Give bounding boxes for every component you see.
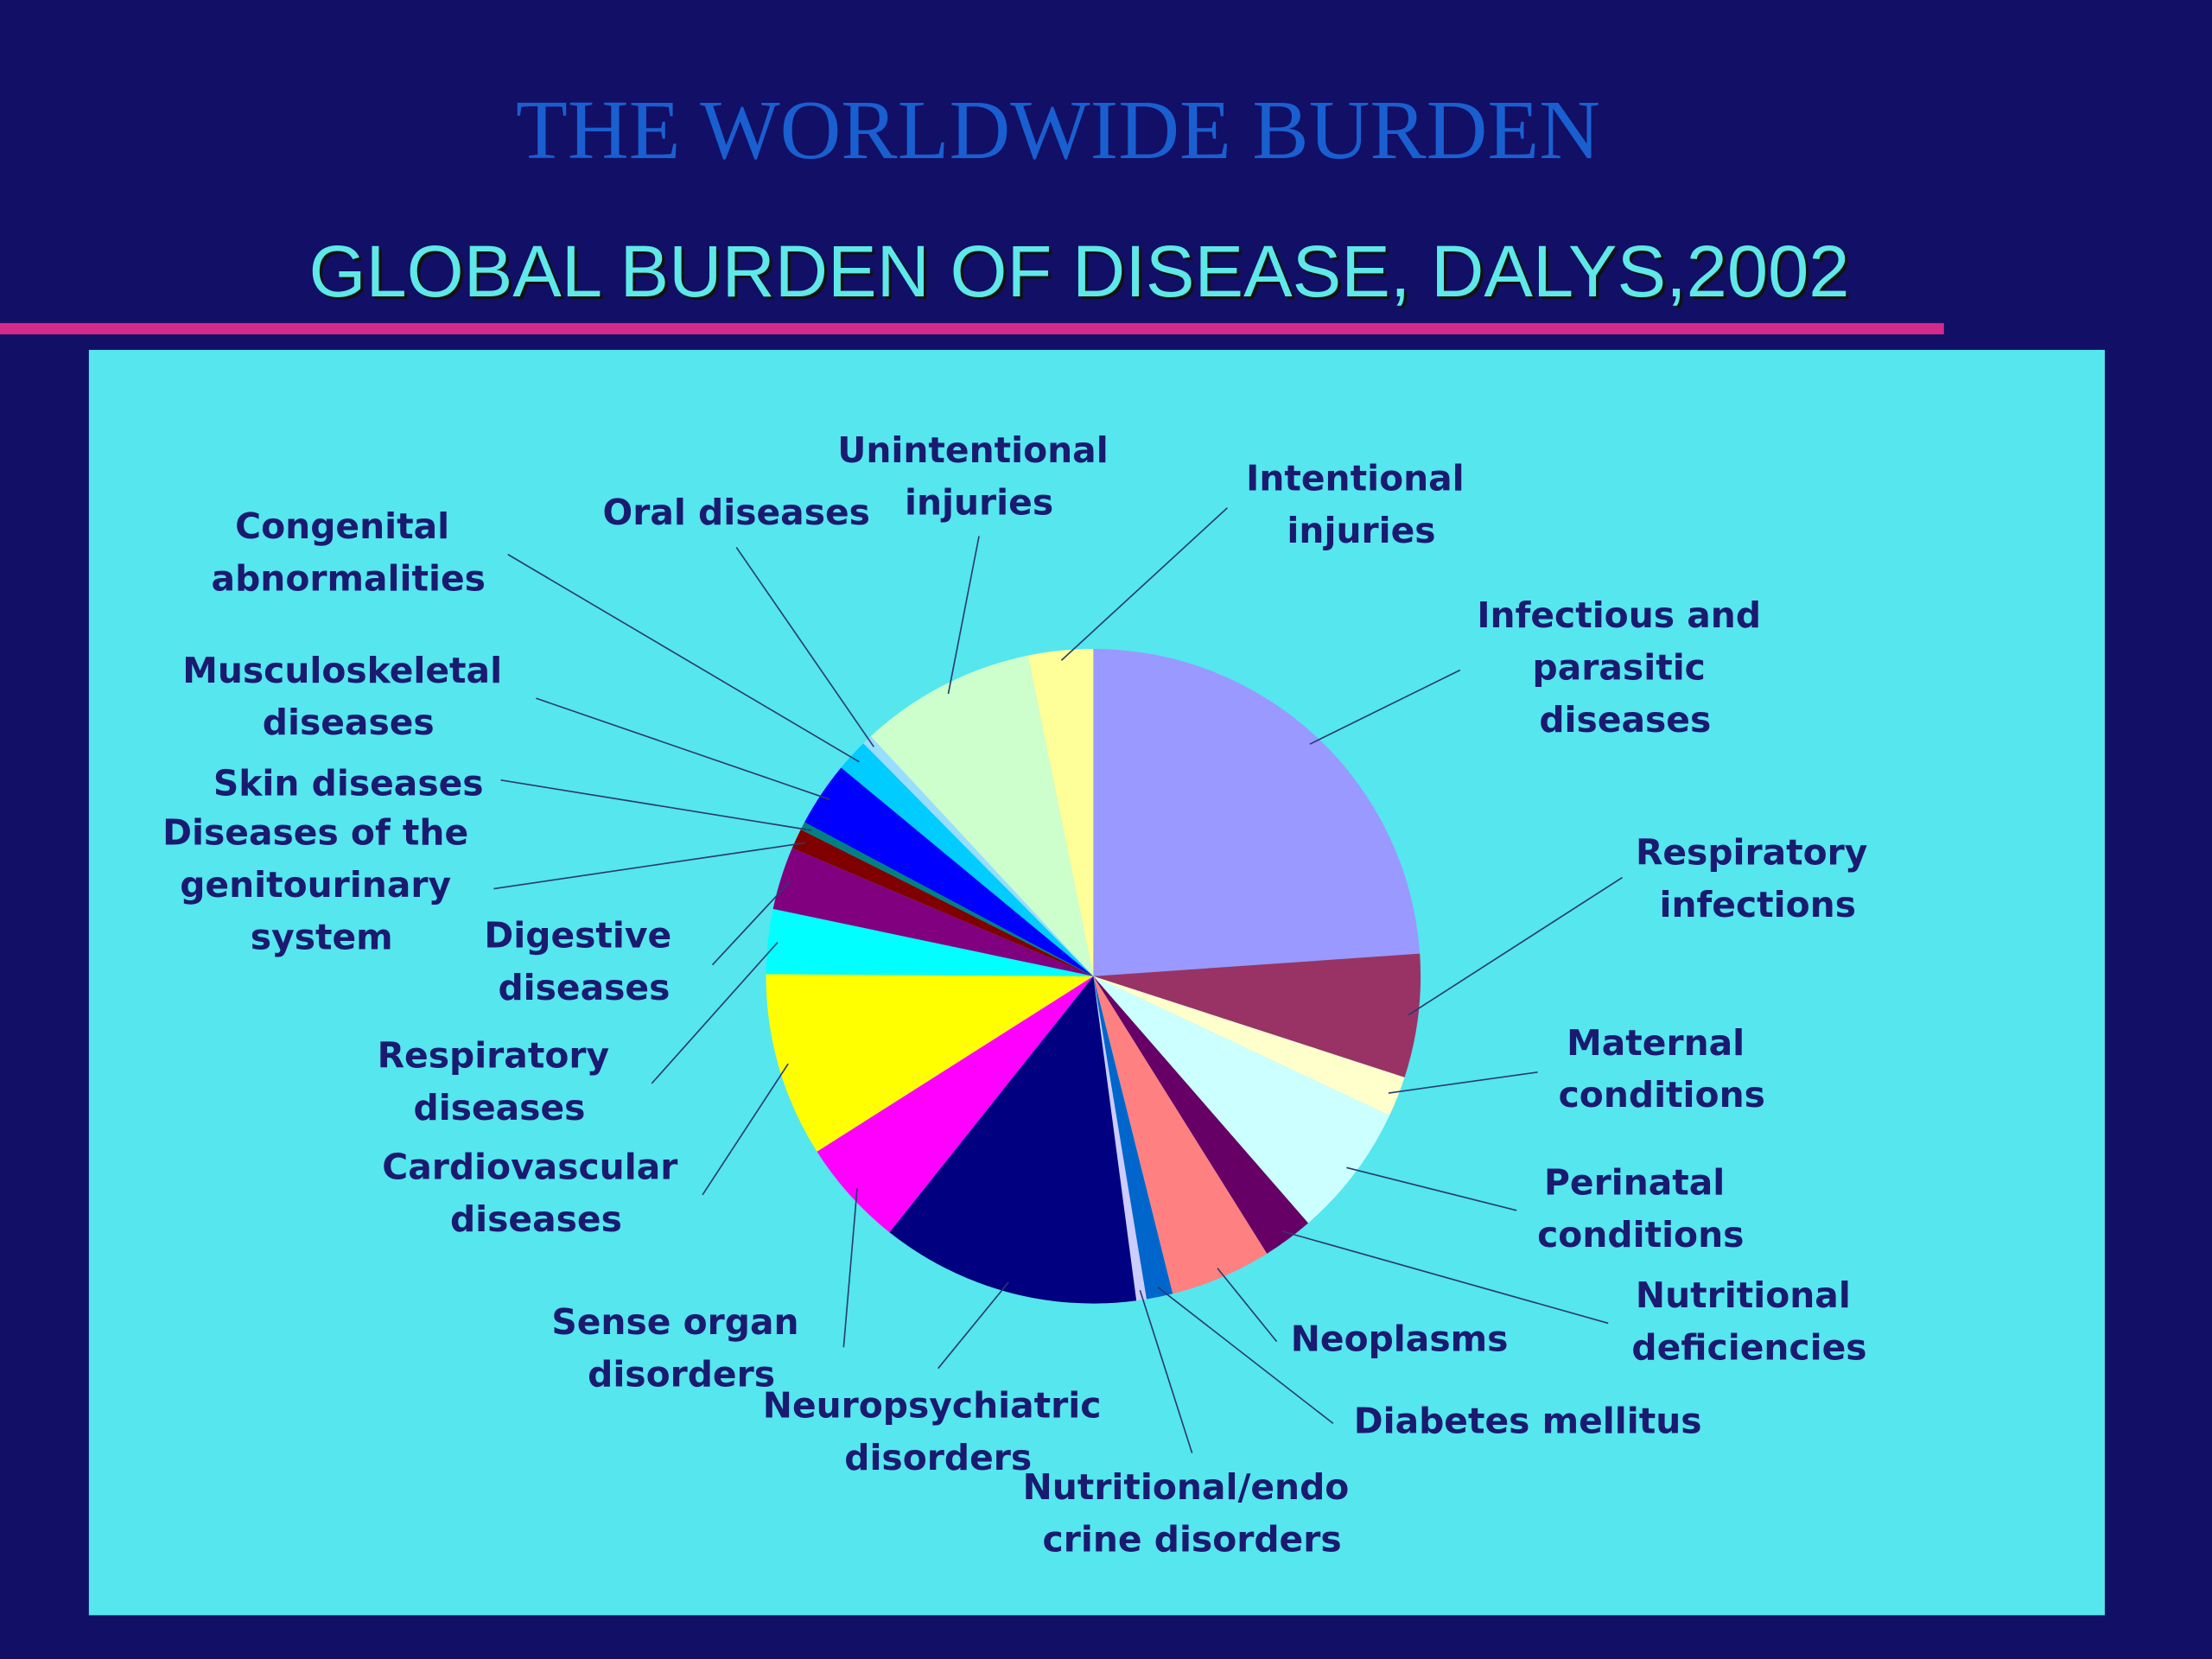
leader-line [1217,1268,1278,1343]
slice-label: Respiratory diseases [378,1034,622,1128]
pie-slice [841,743,1094,976]
slice-label: Diseases of the genitourinary system [162,812,480,958]
pie-slice [804,767,1094,976]
pie-slice [1093,953,1421,1077]
leader-line [493,842,806,890]
slice-label: Infectious and parasitic diseases [1477,594,1773,741]
slice-label: Skin diseases [213,762,484,804]
leader-line [938,1281,1009,1370]
slice-label: Nutritional/endo crine disorders [1023,1466,1362,1560]
leader-line [1157,1286,1334,1424]
slice-label: Nutritional deficiencies [1631,1274,1866,1368]
leader-line [1309,669,1461,745]
leader-line [702,1063,789,1196]
pie-slice [1093,976,1173,1300]
pie-slice [889,976,1137,1304]
pie-slice [766,908,1094,976]
slice-label: Neoplasms [1291,1319,1509,1360]
leader-line [507,553,860,763]
divider [0,322,1944,334]
pie-slice [817,976,1094,1233]
slice-label: Digestive diseases [484,915,683,1008]
chart-title: GLOBAL BURDEN OF DISEASE, DALYS,2002 [308,230,1849,312]
slice-label: Cardiovascular diseases [382,1146,690,1239]
leader-line [536,697,830,800]
leader-line [1408,876,1623,1016]
leader-line [735,547,874,747]
slice-label: Perinatal conditions [1537,1161,1744,1255]
slice-label: Neuropsychiatric disorders [763,1384,1114,1478]
leader-line [1060,507,1228,661]
pie: Infectious and parasitic diseases Respira… [162,429,1879,1560]
slice-label: Congenital abnormalities [212,505,486,599]
pie-slice [1093,976,1405,1116]
pie-slice [1027,649,1094,976]
slice-label: Intentional injuries [1246,458,1477,551]
pie-slice [1093,976,1390,1224]
slice-label: Diabetes mellitus [1354,1400,1702,1441]
slice-label: Oral diseases [603,492,870,533]
leader-line [947,536,980,695]
pie-slice [800,822,1094,976]
leader-line [1281,1230,1609,1325]
slice-label: Sense organ disorders [551,1301,810,1395]
slice-label: Musculoskeletal diseases [182,650,514,743]
leader-line [651,942,779,1084]
slice-label: Unintentional injuries [837,429,1121,523]
leader-line [500,779,812,831]
slice-label: Maternal conditions [1559,1022,1765,1116]
pie-slice [1093,976,1268,1294]
pie-slice [766,974,1094,1152]
pie-slice [870,655,1094,976]
title-shadow: GLOBAL BURDEN OF DISEASE, DALYS,2002 [312,232,1853,315]
leader-line [711,880,791,966]
pie-slice [1093,649,1421,976]
leader-line [842,1188,858,1348]
leader-line [1346,1166,1517,1211]
leader-line [1139,1289,1193,1453]
slide-title: THE WORLDWIDE BURDEN [516,84,1600,177]
pie-slice [863,736,1094,976]
leader-line [1388,1071,1538,1094]
pie-slice [772,848,1094,976]
pie-slice [791,829,1094,976]
pie-slice [1093,976,1309,1254]
slice-label: Respiratory infections [1636,831,1880,925]
pie-slice [1093,976,1147,1301]
